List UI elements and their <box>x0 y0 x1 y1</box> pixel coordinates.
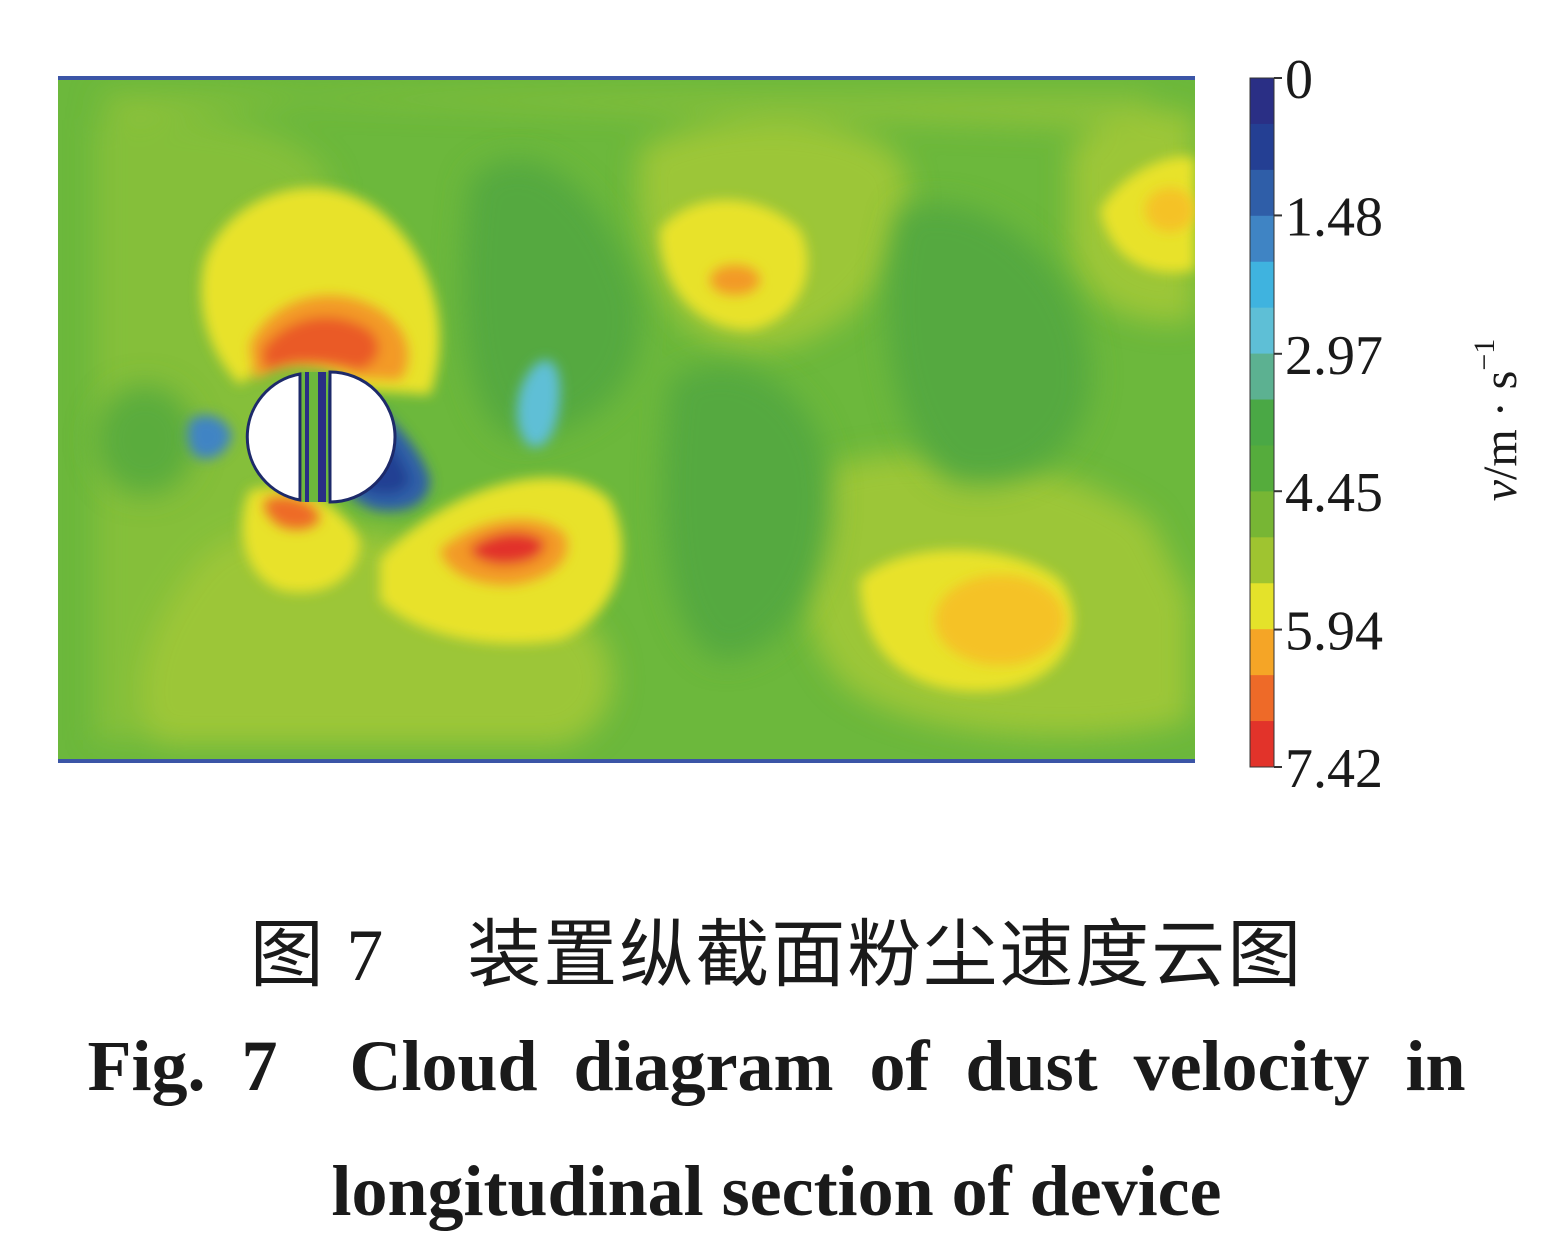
colorbar-segment <box>1250 583 1274 630</box>
colorbar-segment <box>1250 629 1274 676</box>
colorbar-segment <box>1250 353 1274 401</box>
colorbar-segment <box>1250 169 1274 217</box>
colorbar-segment <box>1250 215 1274 263</box>
colorbar-segment <box>1250 537 1274 584</box>
unit-text: /m · s <box>1474 371 1527 480</box>
colorbar-tick-label: 1.48 <box>1285 186 1383 248</box>
colorbar <box>1249 77 1275 768</box>
unit-exponent: −1 <box>1468 339 1501 371</box>
colorbar-segment <box>1250 307 1274 355</box>
colorbar-segment <box>1250 445 1274 492</box>
caption-chinese: 图 7 装置纵截面粉尘速度云图 <box>249 915 1304 997</box>
colorbar-tick-label: 5.94 <box>1285 601 1383 663</box>
colorbar-segment <box>1250 78 1274 125</box>
colorbar-tick-label: 2.97 <box>1285 325 1383 387</box>
colorbar-segment <box>1250 675 1274 722</box>
colorbar-segment <box>1250 261 1274 309</box>
caption-english-line1: Fig. 7 Cloud diagram of dust velocity in <box>87 1026 1466 1106</box>
colorbar-tick-label: 0 <box>1285 49 1313 111</box>
unit-variable: v <box>1474 479 1527 501</box>
colorbar-segment <box>1250 491 1274 538</box>
colorbar-tick-label: 7.42 <box>1285 738 1383 800</box>
velocity-field <box>58 78 1195 762</box>
colorbar-tick-labels: 0 1.48 2.97 4.45 5.94 7.42 <box>1274 49 1383 800</box>
colorbar-tick-label: 4.45 <box>1285 462 1383 524</box>
colorbar-segment <box>1250 123 1274 171</box>
contour-figure: 0 1.48 2.97 4.45 5.94 7.42 v/m · s−1 <box>58 49 1527 800</box>
colorbar-unit-label: v/m · s−1 <box>1468 339 1527 502</box>
cylinder-obstacle <box>245 370 397 504</box>
colorbar-segment <box>1250 721 1274 768</box>
colorbar-border <box>1249 77 1275 768</box>
caption-english-line2: longitudinal section of device <box>331 1151 1222 1231</box>
colorbar-segment <box>1250 399 1274 446</box>
